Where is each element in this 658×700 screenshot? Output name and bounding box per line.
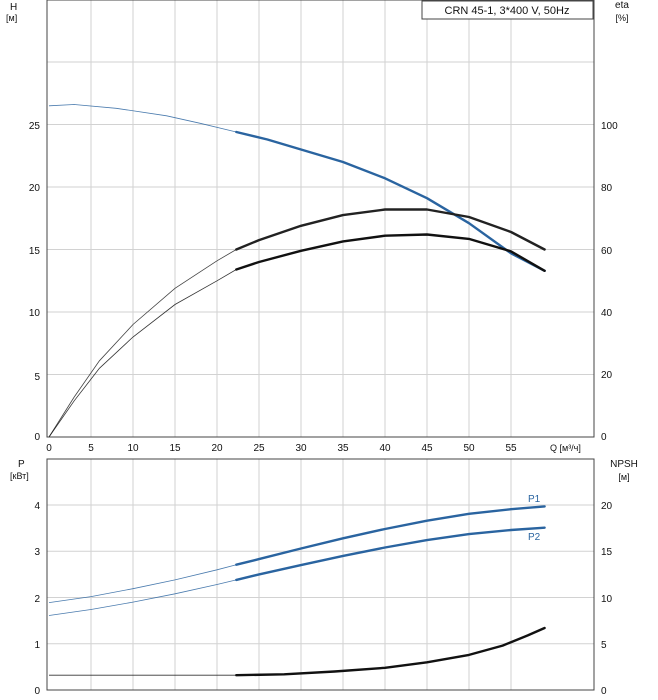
eta-tick: 20 [601, 370, 613, 381]
p-tick-labels: 0 1 2 3 4 [34, 501, 40, 697]
q-tick: 30 [295, 443, 307, 454]
p-tick: 4 [34, 501, 40, 512]
q-tick: 10 [127, 443, 139, 454]
q-tick: 0 [46, 443, 52, 454]
q-tick: 35 [337, 443, 349, 454]
npsh-tick: 5 [601, 640, 607, 651]
series-line-p1-extrapolated [48, 564, 237, 603]
series-line-p0s2 [235, 233, 546, 272]
q-tick: 25 [253, 443, 265, 454]
p-tick: 0 [34, 686, 40, 697]
bottom-grid [47, 459, 594, 690]
p1-series-label: P1 [528, 494, 541, 505]
npsh-tick: 10 [601, 594, 613, 605]
q-axis-label: Q [м³/ч] [550, 443, 581, 453]
chart-title: CRN 45-1, 3*400 V, 50Hz [445, 5, 570, 17]
eta-tick: 60 [601, 246, 613, 257]
h-tick: 15 [29, 246, 41, 257]
p-axis-label: P [18, 459, 25, 470]
series-line-p0s1 [235, 208, 546, 251]
top-panel: CRN 45-1, 3*400 V, 50Hz H [м] eta [%] 0 … [6, 0, 629, 454]
h-axis-label: H [10, 2, 17, 13]
q-tick: 40 [379, 443, 391, 454]
eta-tick: 40 [601, 308, 613, 319]
q-tick: 5 [88, 443, 94, 454]
h-tick: 10 [29, 308, 41, 319]
series-line-p0s2-extrapolated [48, 269, 237, 438]
series-line-p1s2 [235, 626, 546, 677]
bottom-curves [48, 505, 546, 677]
npsh-tick-labels: 0 5 10 15 20 [601, 501, 613, 697]
h-tick: 25 [29, 121, 41, 132]
npsh-tick: 0 [601, 686, 607, 697]
q-tick-labels: 0 5 10 15 20 25 30 35 40 45 50 55 [46, 443, 517, 454]
top-plot-frame [46, 0, 595, 438]
npsh-tick: 20 [601, 501, 613, 512]
chart-title-box [421, 0, 594, 20]
npsh-axis-label: NPSH [610, 459, 638, 470]
q-tick: 45 [421, 443, 433, 454]
eta-axis-label: eta [615, 0, 629, 11]
q-tick: 20 [211, 443, 223, 454]
eta-axis-unit: [%] [615, 13, 628, 23]
h-tick: 0 [34, 432, 40, 443]
npsh-tick: 15 [601, 547, 613, 558]
series-line-p0s0 [235, 130, 546, 272]
p-tick: 3 [34, 547, 40, 558]
q-tick: 15 [169, 443, 181, 454]
bottom-plot-frame [46, 458, 595, 691]
h-tick-labels: 0 5 10 15 20 25 [29, 121, 41, 443]
p-tick: 1 [34, 640, 40, 651]
eta-tick: 0 [601, 432, 607, 443]
series-line-p1 [235, 505, 546, 566]
series-line-p2 [235, 526, 546, 582]
eta-tick: 100 [601, 121, 618, 132]
h-tick: 20 [29, 183, 41, 194]
p-tick: 2 [34, 594, 40, 605]
bottom-panel: P [кВт] NPSH [м] 0 1 2 3 4 0 5 10 15 20 … [10, 458, 638, 697]
h-axis-unit: [м] [6, 13, 17, 23]
eta-tick: 80 [601, 183, 613, 194]
h-tick: 5 [34, 372, 40, 383]
p-axis-unit: [кВт] [10, 471, 29, 481]
series-line-p0s1-extrapolated [48, 249, 237, 438]
npsh-axis-unit: [м] [618, 472, 629, 482]
series-line-p0s0-extrapolated [48, 104, 237, 133]
top-curves [48, 104, 546, 438]
series-line-p2-extrapolated [48, 579, 237, 616]
q-tick: 55 [505, 443, 517, 454]
eta-tick-labels: 0 20 40 60 80 100 [601, 121, 618, 443]
top-grid [47, 0, 594, 437]
p2-series-label: P2 [528, 532, 541, 543]
q-tick: 50 [463, 443, 475, 454]
